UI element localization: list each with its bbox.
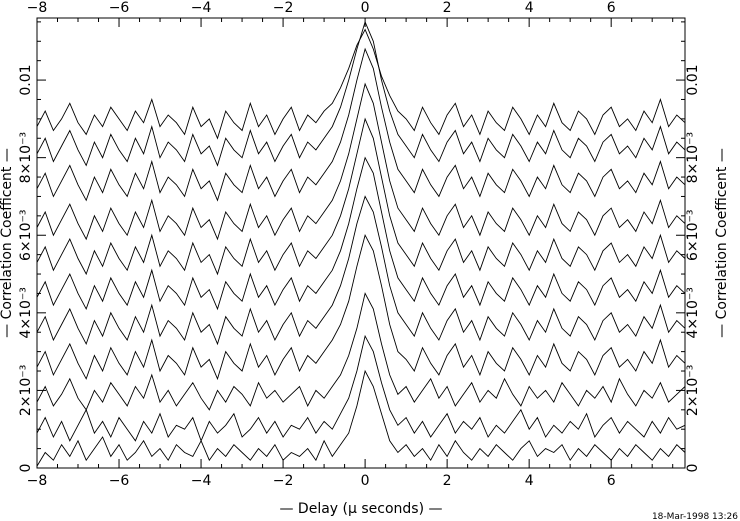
y-tick-label-right: 6×10⁻³: [685, 210, 701, 261]
x-tick-label-bottom: 4: [525, 473, 534, 489]
y-tick-label-right: 8×10⁻³: [685, 132, 701, 183]
y-tick-label-right: 0.01: [685, 64, 701, 95]
series-line-3: [36, 292, 686, 411]
x-tick-label-top: −6: [109, 0, 130, 16]
ticks-layer: −8 −8 −6 −6 −4 −4 −2 −2 0 0 2 2 4 4 6 6 0 0 2×10⁻³ 2×10⁻³ 4×…: [18, 0, 701, 489]
y-tick-label-right: 4×10⁻³: [685, 287, 701, 338]
series-line-4: [36, 233, 686, 381]
x-tick-label-bottom: −4: [191, 473, 212, 489]
series-line-8: [36, 82, 686, 241]
y-tick-label-left: 0: [18, 464, 34, 473]
x-tick-label-bottom: 0: [361, 473, 370, 489]
y-axis-label-left: — Correlation Coefficent —: [0, 148, 15, 338]
x-tick-label-top: 0: [361, 0, 370, 16]
y-tick-label-right: 0: [685, 464, 701, 473]
series-line-1: [36, 369, 686, 467]
series-layer: [36, 20, 686, 467]
x-tick-label-top: −8: [27, 0, 48, 16]
series-line-6: [36, 156, 686, 311]
y-tick-label-right: 2×10⁻³: [685, 365, 701, 416]
x-tick-label-top: −2: [273, 0, 294, 16]
x-tick-label-top: 6: [607, 0, 616, 16]
series-line-10: [36, 20, 686, 167]
series-line-11: [36, 28, 686, 140]
x-tick-label-bottom: 6: [607, 473, 616, 489]
plot-frame: [36, 17, 686, 469]
y-tick-label-left: 6×10⁻³: [18, 210, 34, 261]
x-tick-label-top: 2: [443, 0, 452, 16]
x-tick-label-bottom: −6: [109, 473, 130, 489]
x-tick-label-bottom: 2: [443, 473, 452, 489]
series-line-9: [36, 47, 686, 202]
x-axis-label: — Delay (μ seconds) —: [279, 501, 442, 517]
series-line-7: [36, 117, 686, 276]
x-tick-label-top: 4: [525, 0, 534, 16]
y-tick-label-left: 0.01: [18, 64, 34, 95]
y-tick-label-left: 8×10⁻³: [18, 132, 34, 183]
x-tick-label-bottom: −8: [27, 473, 48, 489]
y-tick-label-left: 2×10⁻³: [18, 365, 34, 416]
y-axis-label-right: — Correlation Coefficent —: [714, 148, 730, 338]
series-line-5: [36, 195, 686, 346]
x-tick-label-bottom: −2: [273, 473, 294, 489]
series-line-2: [36, 334, 686, 443]
timestamp: 18-Mar-1998 13:26: [652, 512, 738, 521]
y-tick-label-left: 4×10⁻³: [18, 287, 34, 338]
x-tick-label-top: −4: [191, 0, 212, 16]
